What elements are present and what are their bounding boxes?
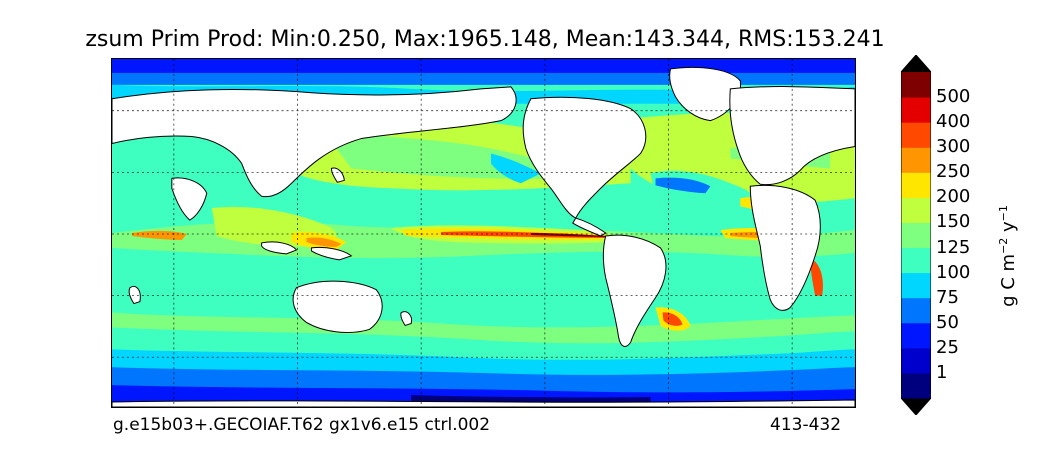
- colorbar-tick-label: 300: [936, 136, 971, 158]
- colorbar-bin: [901, 172, 931, 198]
- colorbar-bin: [901, 97, 931, 123]
- colorbar-tick-label: 150: [936, 211, 971, 233]
- colorbar-tick-label: 250: [936, 161, 971, 183]
- colorbar: [901, 55, 931, 415]
- units-label: g C m−2 y−1: [997, 205, 1019, 307]
- colorbar-tick-label: 25: [936, 336, 959, 358]
- colorbar-bin: [901, 372, 931, 399]
- run-name-label: g.e15b03+.GECOIAF.T62 gx1v6.e15 ctrl.002: [113, 415, 491, 435]
- colorbar-extend-max: [901, 55, 931, 72]
- colorbar-bin: [901, 197, 931, 223]
- colorbar-bin: [901, 247, 931, 274]
- colorbar-bin: [901, 322, 931, 349]
- colorbar-extend-min: [901, 398, 931, 415]
- year-range-label: 413-432: [770, 415, 842, 435]
- colorbar-tick-label: 200: [936, 186, 971, 208]
- colorbar-tick-label: 500: [936, 86, 971, 108]
- colorbar-tick-labels: 1 25 50 75 100 125 150 200 250 300 400 500: [936, 72, 986, 397]
- plot-title: zsum Prim Prod: Min:0.250, Max:1965.148,…: [85, 27, 885, 52]
- colorbar-bin: [901, 222, 931, 249]
- colorbar-tick-label: 400: [936, 111, 971, 133]
- colorbar-swatches: [901, 55, 931, 415]
- colorbar-tick-label: 100: [936, 261, 971, 283]
- colorbar-tick-label: 50: [936, 311, 959, 333]
- colorbar-bin: [901, 272, 931, 299]
- colorbar-tick-label: 125: [936, 236, 971, 258]
- colorbar-tick-label: 1: [936, 361, 948, 383]
- colorbar-bin: [901, 147, 931, 173]
- map-panel: [111, 58, 856, 408]
- colorbar-tick-label: 75: [936, 286, 959, 308]
- ocean-productivity-map: [112, 59, 855, 407]
- colorbar-bin: [901, 122, 931, 148]
- colorbar-units: g C m−2 y−1: [997, 180, 1019, 330]
- colorbar-bin: [901, 347, 931, 374]
- colorbar-bin: [901, 72, 931, 98]
- colorbar-bin: [901, 297, 931, 324]
